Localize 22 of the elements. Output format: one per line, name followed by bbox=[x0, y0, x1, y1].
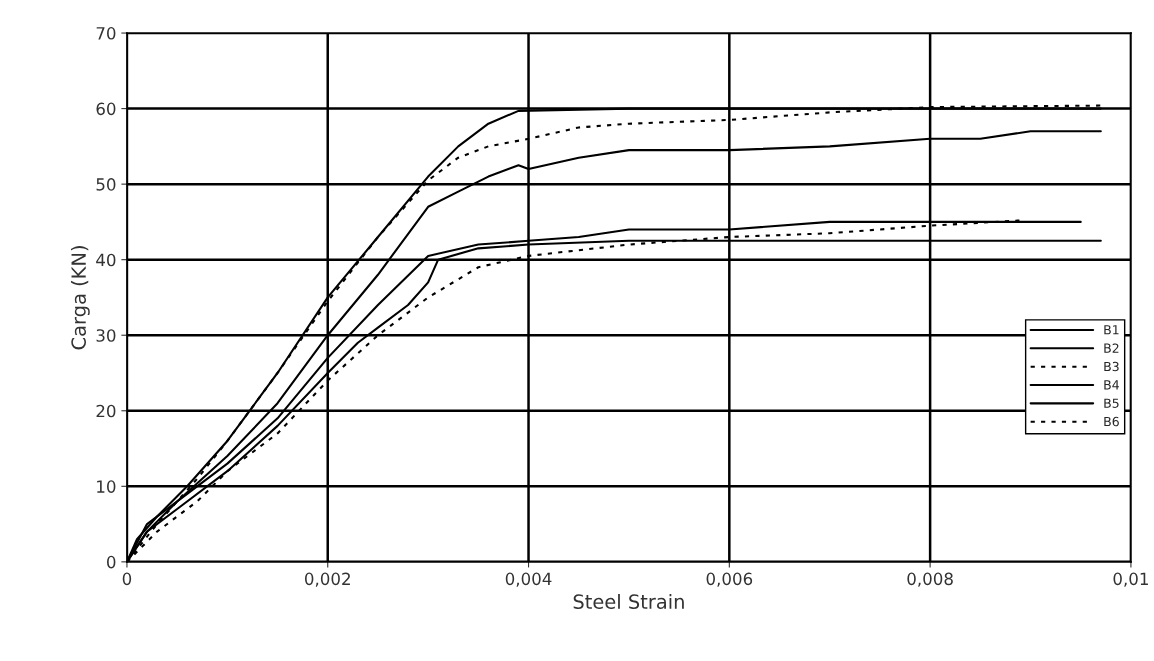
x-tick-label: 0,004 bbox=[505, 572, 552, 587]
y-tick-label: 40 bbox=[96, 253, 116, 267]
x-tick-label: 0,006 bbox=[706, 572, 753, 587]
x-tick-label: 0 bbox=[122, 572, 132, 586]
y-tick-label: 70 bbox=[96, 27, 116, 40]
y-axis-title: Carga (KN) bbox=[70, 246, 90, 350]
legend-label: B2 bbox=[1104, 343, 1119, 353]
x-tick-label: 0,002 bbox=[304, 572, 350, 587]
legend-label: B3 bbox=[1104, 361, 1119, 372]
legend-label: B6 bbox=[1104, 416, 1119, 427]
y-tick-label: 60 bbox=[96, 102, 116, 116]
legend-label: B1 bbox=[1104, 325, 1119, 335]
legend-label: B4 bbox=[1104, 380, 1119, 390]
y-tick-label: 50 bbox=[96, 178, 116, 191]
y-tick-label: 30 bbox=[96, 329, 116, 342]
y-tick-label: 0 bbox=[107, 555, 116, 569]
legend-label: B5 bbox=[1104, 398, 1119, 408]
y-tick-label: 20 bbox=[96, 404, 116, 418]
x-axis-title: Steel Strain bbox=[573, 593, 684, 609]
x-tick-label: 0,008 bbox=[907, 572, 953, 587]
x-tick-label: 0,01 bbox=[1113, 572, 1148, 587]
y-tick-label: 10 bbox=[97, 480, 116, 493]
